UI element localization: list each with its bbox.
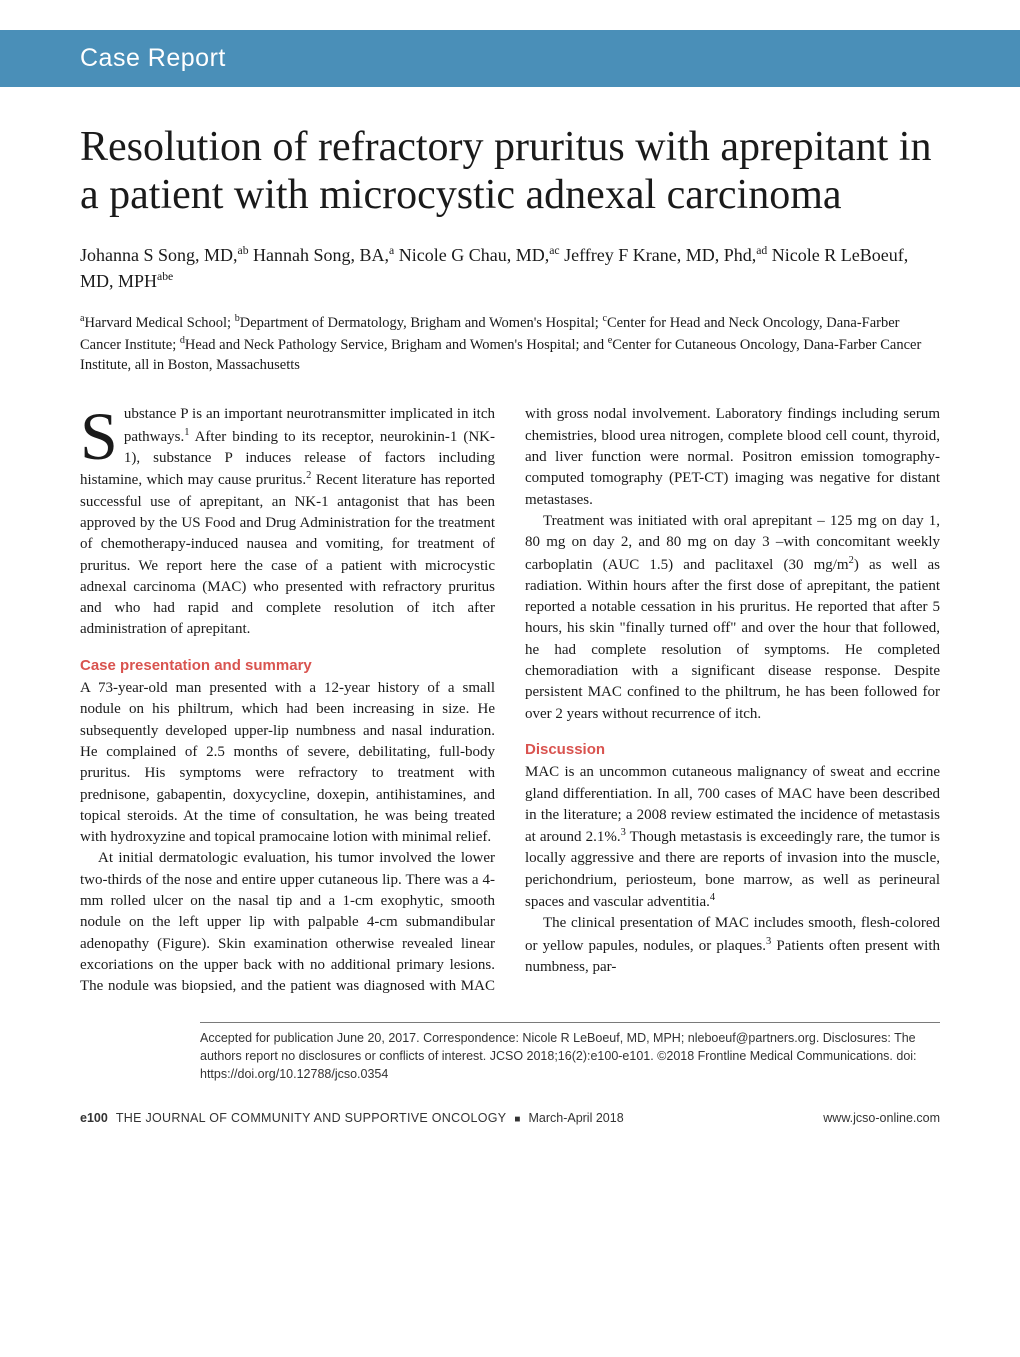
page-number: e100 — [80, 1111, 108, 1125]
page-footer: e100 THE JOURNAL OF COMMUNITY AND SUPPOR… — [0, 1083, 1020, 1155]
body-paragraph: Treatment was initiated with oral aprepi… — [525, 511, 940, 725]
journal-name: THE JOURNAL OF COMMUNITY AND SUPPORTIVE … — [116, 1111, 507, 1125]
footnote-rule — [200, 1022, 940, 1023]
issue-date: March-April 2018 — [528, 1111, 623, 1125]
affiliations: aHarvard Medical School; bDepartment of … — [80, 312, 940, 377]
intro-text: ubstance P is an important neurotransmit… — [80, 406, 495, 637]
footer-left: e100 THE JOURNAL OF COMMUNITY AND SUPPOR… — [80, 1111, 624, 1125]
body-paragraph: MAC is an uncommon cutaneous malignancy … — [525, 762, 940, 913]
footnote: Accepted for publication June 20, 2017. … — [200, 1029, 940, 1083]
body-paragraph: A 73-year-old man presented with a 12-ye… — [80, 678, 495, 848]
dropcap: S — [80, 404, 124, 466]
article-title: Resolution of refractory pruritus with a… — [80, 123, 940, 220]
footer-separator-icon: ■ — [514, 1114, 520, 1125]
article-content: Resolution of refractory pruritus with a… — [0, 87, 1020, 998]
page: Case Report Resolution of refractory pru… — [0, 30, 1020, 1357]
journal-url: www.jcso-online.com — [823, 1111, 940, 1125]
authors: Johanna S Song, MD,ab Hannah Song, BA,a … — [80, 242, 940, 294]
body-paragraph: The clinical presentation of MAC include… — [525, 913, 940, 978]
category-band: Case Report — [0, 30, 1020, 87]
intro-paragraph: Substance P is an important neurotransmi… — [80, 404, 495, 640]
body-columns: Substance P is an important neurotransmi… — [80, 404, 940, 997]
section-heading-discussion: Discussion — [525, 739, 940, 760]
category-label: Case Report — [80, 44, 226, 72]
section-heading-case: Case presentation and summary — [80, 655, 495, 676]
